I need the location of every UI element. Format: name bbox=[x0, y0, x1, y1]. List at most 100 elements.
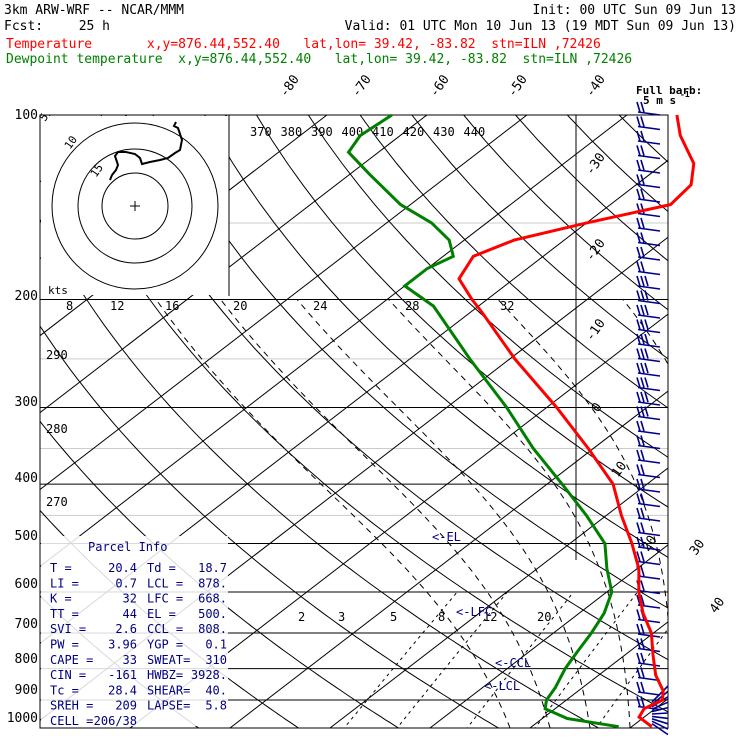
wind-barb-low bbox=[651, 715, 669, 720]
barb-legend-units: 5 m s bbox=[643, 94, 676, 107]
wind-barb-flag bbox=[636, 232, 641, 243]
wind-barb-low bbox=[651, 718, 669, 725]
parcel-key: T = bbox=[50, 561, 72, 575]
mixing-ratio-label: 32 bbox=[500, 299, 514, 313]
dewpoint-series bbox=[346, 113, 619, 729]
wind-barb-flag bbox=[640, 116, 645, 127]
mixing-ratio-line bbox=[534, 591, 638, 728]
isotherm-label: -10 bbox=[583, 316, 609, 344]
wind-barb-flag bbox=[636, 377, 641, 388]
parcel-key: SREH = bbox=[50, 699, 93, 713]
wind-barb-shaft bbox=[637, 662, 661, 667]
wind-barb-shaft bbox=[637, 270, 661, 276]
wind-barb-shaft bbox=[637, 560, 661, 566]
wind-barb-flag bbox=[636, 362, 641, 374]
mixing-ratio-low-label: 12 bbox=[483, 610, 497, 624]
pressure-tick-label: 400 bbox=[15, 471, 38, 486]
dry-adiabat-line bbox=[100, 115, 668, 661]
isotherm-line bbox=[713, 115, 740, 740]
moist-adiabat-line bbox=[220, 299, 551, 728]
kts-label: kts bbox=[48, 284, 68, 297]
mixing-ratio-label: 20 bbox=[233, 299, 247, 313]
isotherm-label: -20 bbox=[583, 236, 609, 264]
parcel-value: 209 bbox=[115, 699, 137, 713]
parcel-value-2: 0.1 bbox=[205, 638, 227, 652]
theta-side-label: 280 bbox=[46, 422, 68, 436]
wind-barb-shaft bbox=[637, 546, 661, 551]
temperature-series bbox=[457, 114, 696, 728]
wind-barb-flag bbox=[640, 145, 645, 156]
hodo-ring-15: 15 bbox=[88, 161, 106, 179]
parcel-value-2: 878. bbox=[198, 576, 227, 590]
parcel-key-2: HWBZ= bbox=[147, 668, 183, 682]
svg-text:-1: -1 bbox=[680, 90, 690, 99]
parcel-value-2: 5.8 bbox=[205, 699, 227, 713]
parcel-key-2: SWEAT= bbox=[147, 653, 190, 667]
mixing-ratio-low-label: 8 bbox=[438, 610, 445, 624]
parcel-value: 2.6 bbox=[115, 622, 137, 636]
isotherm-label: 0 bbox=[589, 400, 606, 415]
parcel-key-2: LCL = bbox=[147, 576, 183, 590]
wind-barb-flag bbox=[640, 246, 645, 258]
wind-barb-flag bbox=[636, 681, 641, 693]
wind-barb-flag bbox=[636, 159, 641, 171]
wind-barb-shaft bbox=[637, 299, 661, 305]
wind-barb-flag bbox=[636, 536, 641, 548]
pressure-tick-label: 800 bbox=[15, 652, 38, 667]
pressure-tick-label: 500 bbox=[15, 529, 38, 544]
wind-barb-flag bbox=[636, 261, 641, 272]
parcel-value: 3.96 bbox=[108, 638, 137, 652]
wind-barb-flag bbox=[640, 362, 645, 374]
moist-adiabat-line bbox=[388, 299, 631, 728]
dry-adiabat-line bbox=[307, 115, 668, 458]
parcel-value: -161 bbox=[108, 668, 137, 682]
parcel-value-2: 310 bbox=[205, 653, 227, 667]
wind-barb-flag bbox=[636, 551, 641, 562]
theta-label: 410 bbox=[372, 125, 394, 139]
wind-barb-shaft bbox=[637, 386, 661, 392]
isotherm-line bbox=[40, 115, 428, 414]
mixing-ratio-label: 8 bbox=[66, 299, 73, 313]
pressure-tick-label: 100 bbox=[15, 108, 38, 123]
wind-barb-flag bbox=[636, 623, 641, 635]
wind-barb-flag bbox=[640, 551, 645, 562]
theta-label: 420 bbox=[403, 125, 425, 139]
wind-barb-shaft bbox=[637, 125, 661, 131]
parcel-value: 33 bbox=[123, 653, 137, 667]
wind-barb-flag bbox=[644, 304, 649, 316]
wind-barb-flag bbox=[644, 319, 649, 330]
mixing-ratio-label: 24 bbox=[313, 299, 327, 313]
parcel-key: PW = bbox=[50, 638, 79, 652]
wind-barb-low bbox=[651, 685, 669, 703]
hodograph-trace bbox=[109, 121, 184, 181]
wind-barb-flag bbox=[636, 304, 641, 316]
theta-side-label: 290 bbox=[46, 348, 68, 362]
wind-barb-flag bbox=[640, 261, 645, 272]
wind-barb-flag bbox=[640, 667, 645, 678]
dry-adiabat-line bbox=[256, 115, 668, 508]
wind-barb-flag bbox=[640, 696, 645, 707]
wind-barb-flag bbox=[640, 435, 645, 446]
parcel-value-2: 668. bbox=[198, 592, 227, 606]
theta-label: 440 bbox=[464, 125, 486, 139]
wind-barb-flag bbox=[636, 188, 641, 200]
parcel-key: CIN = bbox=[50, 668, 86, 682]
wind-barb-shaft bbox=[637, 169, 661, 174]
dry-adiabat-line bbox=[671, 115, 740, 740]
wind-barb-shaft bbox=[637, 140, 661, 145]
isotherm-label: -30 bbox=[583, 150, 609, 178]
isotherm-label: -80 bbox=[277, 72, 303, 100]
wind-barb-flag bbox=[636, 290, 641, 301]
dry-adiabat-line bbox=[40, 325, 500, 728]
parcel-key-2: SHEAR= bbox=[147, 683, 190, 697]
isotherm-label: 10 bbox=[609, 459, 630, 480]
dry-adiabat-line bbox=[515, 115, 668, 262]
parcel-key-2: YGP = bbox=[147, 638, 183, 652]
parcel-key: K = bbox=[50, 592, 72, 606]
pressure-tick-label: 600 bbox=[15, 577, 38, 592]
wind-barb-flag bbox=[644, 391, 649, 403]
wind-barb-shaft bbox=[637, 618, 661, 624]
wind-barb-flag bbox=[636, 348, 641, 359]
wind-barb-flag bbox=[636, 435, 641, 446]
wind-barb-flag bbox=[636, 174, 641, 185]
